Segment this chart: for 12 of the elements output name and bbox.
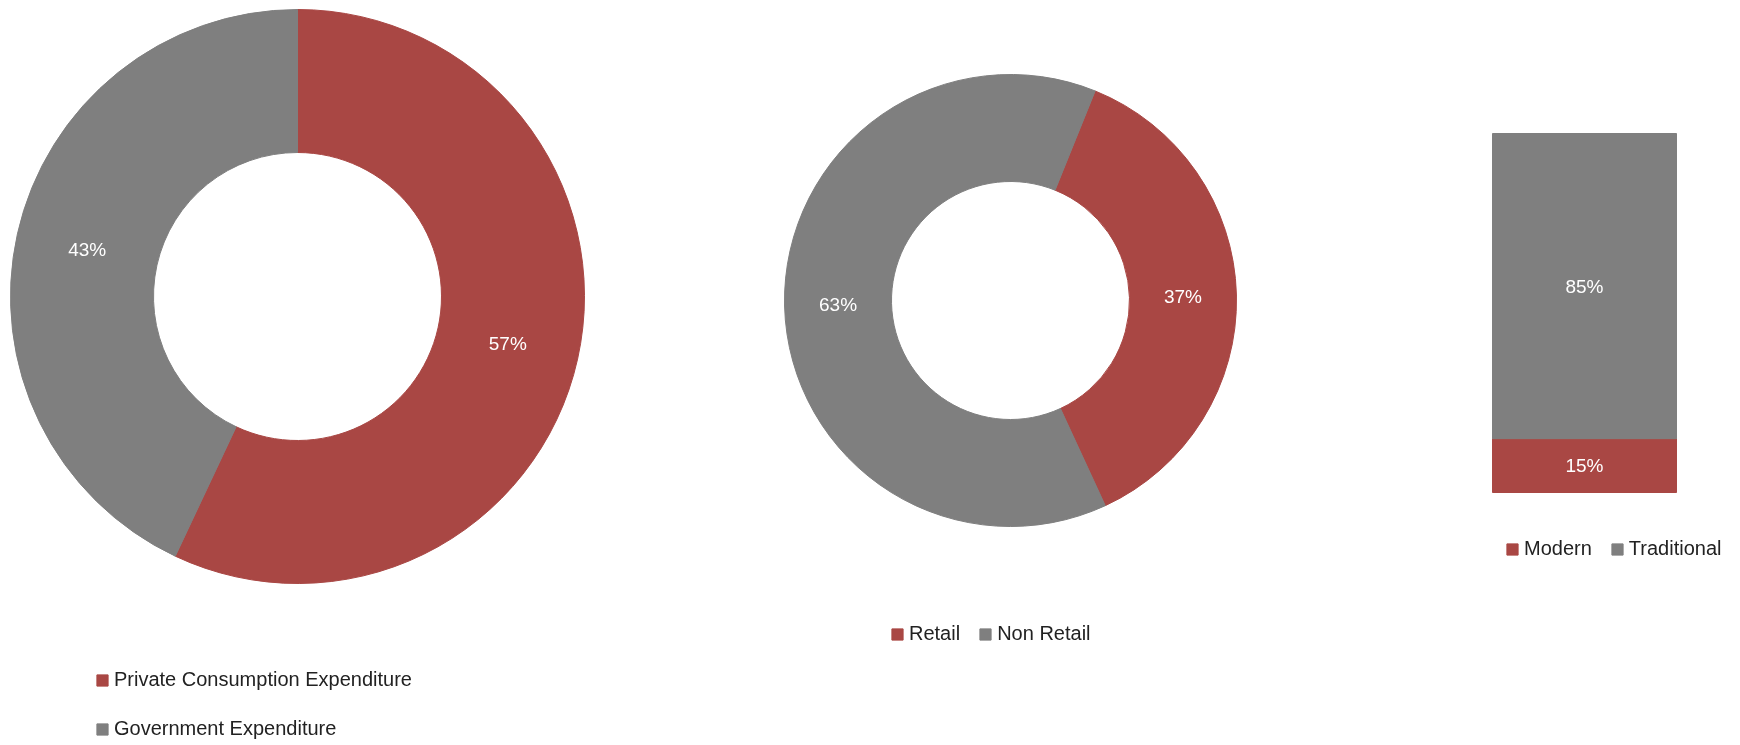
legend-label: Government Expenditure [114,717,337,740]
legend-label: Modern [1524,537,1592,560]
legend-label: Non Retail [997,622,1091,645]
legend-label: Traditional [1628,537,1722,560]
data-label: 15% [1565,455,1604,477]
data-label: 37% [1163,285,1203,307]
data-label: 63% [819,294,858,316]
data-label: 57% [488,333,527,355]
legend-label: Private Consumption Expenditure [114,668,412,691]
data-label: 43% [68,238,107,260]
legend-label: Retail [909,622,961,645]
data-label: 85% [1565,275,1604,297]
